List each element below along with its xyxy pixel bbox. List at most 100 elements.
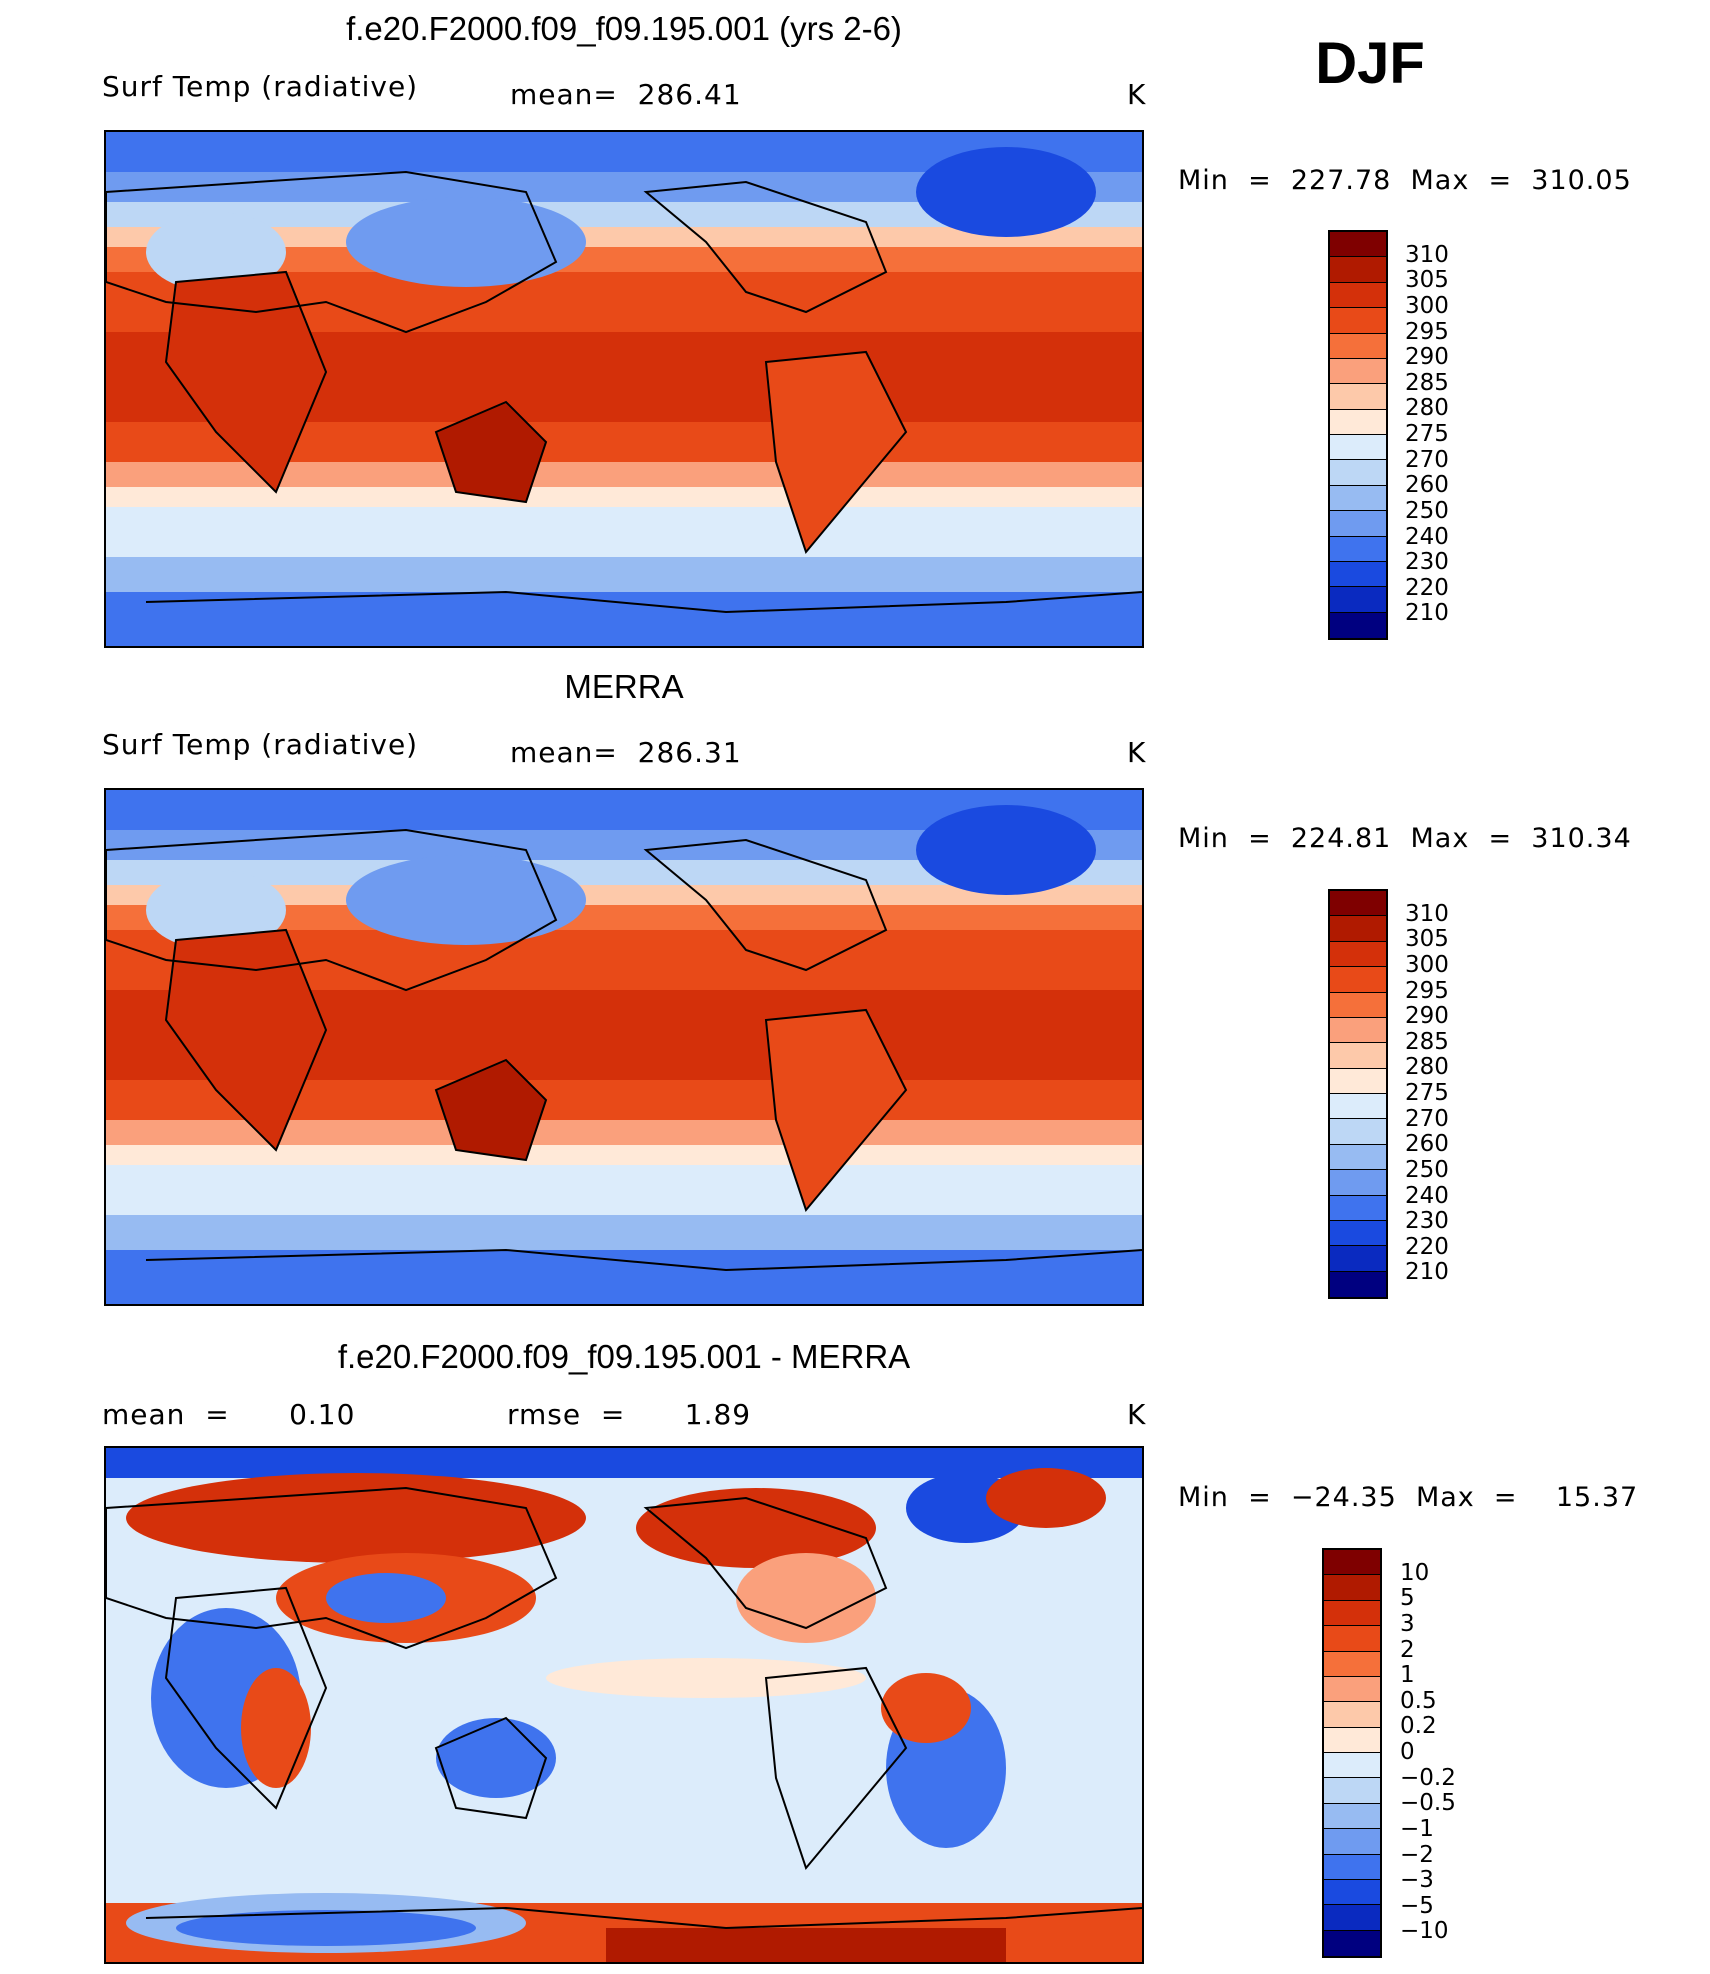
colorbar-segment: [1324, 1803, 1380, 1830]
colorbar-segment: [1330, 1068, 1386, 1094]
colorbar-segment: [1330, 384, 1386, 410]
colorbar-segment: [1330, 282, 1386, 309]
panel1-map-field: [106, 132, 1142, 646]
colorbar-tick-label: 1: [1400, 1662, 1415, 1689]
colorbar-tick-label: 300: [1405, 292, 1449, 319]
colorbar-tick-label: 0.2: [1400, 1713, 1437, 1740]
colorbar-segment: [1324, 1905, 1380, 1931]
colorbar-tick-label: −1: [1400, 1815, 1434, 1842]
colorbar-segment: [1330, 536, 1386, 562]
colorbar-segment: [1324, 1600, 1380, 1627]
colorbar-segment: [1330, 1043, 1386, 1069]
colorbar-tick-label: 220: [1405, 574, 1449, 601]
panel2-variable-label: Surf Temp (radiative): [102, 728, 419, 761]
colorbar-segment: [1330, 587, 1386, 613]
panel3-mean-label: mean = 0.10: [102, 1398, 356, 1431]
colorbar-segment: [1324, 1575, 1380, 1601]
colorbar-segment: [1324, 1753, 1380, 1779]
colorbar-segment: [1324, 1727, 1380, 1753]
colorbar-tick-label: 275: [1405, 421, 1449, 447]
colorbar-tick-label: 210: [1405, 1259, 1449, 1286]
colorbar-segment: [1324, 1930, 1380, 1956]
panel2-mean-label: mean= 286.31: [510, 736, 742, 769]
panel3-colorbar: [1322, 1548, 1382, 1958]
colorbar-tick-label: 300: [1405, 951, 1449, 978]
panel3-map-field: [106, 1448, 1142, 1962]
colorbar-tick-label: −3: [1400, 1867, 1434, 1894]
colorbar-segment: [1330, 1170, 1386, 1196]
colorbar-segment: [1324, 1854, 1380, 1880]
colorbar-tick-label: 310: [1405, 900, 1449, 927]
colorbar-segment: [1330, 257, 1386, 283]
colorbar-segment: [1330, 941, 1386, 968]
panel1-title: f.e20.F2000.f09_f09.195.001 (yrs 2-6): [346, 10, 902, 47]
colorbar-tick-label: 2: [1400, 1636, 1415, 1663]
colorbar-segment: [1330, 460, 1386, 486]
colorbar-tick-label: 270: [1405, 446, 1449, 473]
panel3-unit-label: K: [1127, 1398, 1147, 1431]
colorbar-tick-label: 285: [1405, 369, 1449, 396]
panel3-map: [104, 1446, 1144, 1964]
colorbar-tick-label: 295: [1405, 977, 1449, 1004]
colorbar-tick-label: 220: [1405, 1233, 1449, 1260]
colorbar-tick-label: 280: [1405, 395, 1449, 422]
colorbar-segment: [1324, 1676, 1380, 1703]
colorbar-segment: [1330, 561, 1386, 588]
colorbar-tick-label: 290: [1405, 344, 1449, 371]
colorbar-tick-label: 210: [1405, 600, 1449, 627]
colorbar-segment: [1330, 409, 1386, 435]
colorbar-tick-label: 270: [1405, 1105, 1449, 1132]
colorbar-tick-label: −0.5: [1400, 1790, 1456, 1817]
colorbar-segment: [1324, 1778, 1380, 1804]
colorbar-tick-label: 250: [1405, 1156, 1449, 1183]
colorbar-tick-label: 240: [1405, 1182, 1449, 1209]
colorbar-tick-label: 295: [1405, 318, 1449, 345]
panel1-map: [104, 130, 1144, 648]
panel2-map-field: [106, 790, 1142, 1304]
colorbar-tick-label: 285: [1405, 1028, 1449, 1055]
colorbar-segment: [1330, 612, 1386, 638]
panel2-minmax: Min = 224.81 Max = 310.34: [1178, 823, 1632, 854]
colorbar-segment: [1330, 232, 1386, 258]
colorbar-tick-label: 310: [1405, 241, 1449, 268]
colorbar-tick-label: −10: [1400, 1918, 1449, 1945]
colorbar-segment: [1324, 1702, 1380, 1728]
colorbar-tick-label: 260: [1405, 1131, 1449, 1158]
panel1-unit-label: K: [1127, 78, 1147, 111]
colorbar-segment: [1324, 1829, 1380, 1855]
colorbar-tick-label: 3: [1400, 1610, 1415, 1637]
colorbar-segment: [1330, 511, 1386, 537]
colorbar-segment: [1330, 1144, 1386, 1171]
colorbar-tick-label: 260: [1405, 472, 1449, 499]
colorbar-segment: [1330, 1195, 1386, 1221]
colorbar-segment: [1324, 1879, 1380, 1906]
colorbar-segment: [1330, 1017, 1386, 1044]
colorbar-tick-label: 290: [1405, 1003, 1449, 1030]
colorbar-segment: [1330, 992, 1386, 1018]
panel3-rmse-label: rmse = 1.89: [507, 1398, 752, 1431]
colorbar-tick-label: 230: [1405, 1208, 1449, 1235]
colorbar-tick-label: 250: [1405, 497, 1449, 524]
colorbar-segment: [1330, 891, 1386, 917]
season-label: DJF: [1315, 31, 1425, 96]
colorbar-segment: [1330, 358, 1386, 385]
panel1-variable-label: Surf Temp (radiative): [102, 70, 419, 103]
panel1-colorbar: [1328, 230, 1388, 640]
panel1-mean-label: mean= 286.41: [510, 78, 742, 111]
colorbar-segment: [1330, 967, 1386, 993]
panel2-unit-label: K: [1127, 736, 1147, 769]
panel1-minmax: Min = 227.78 Max = 310.05: [1178, 165, 1632, 196]
colorbar-segment: [1330, 1271, 1386, 1297]
colorbar-tick-label: −0.2: [1400, 1764, 1456, 1791]
colorbar-segment: [1324, 1550, 1380, 1576]
colorbar-tick-label: 0: [1400, 1739, 1415, 1765]
colorbar-tick-label: 230: [1405, 549, 1449, 576]
colorbar-segment: [1330, 1220, 1386, 1247]
colorbar-tick-label: 240: [1405, 523, 1449, 550]
colorbar-segment: [1330, 1246, 1386, 1272]
colorbar-segment: [1330, 1119, 1386, 1145]
colorbar-segment: [1330, 435, 1386, 461]
colorbar-segment: [1324, 1651, 1380, 1677]
colorbar-tick-label: 275: [1405, 1080, 1449, 1106]
